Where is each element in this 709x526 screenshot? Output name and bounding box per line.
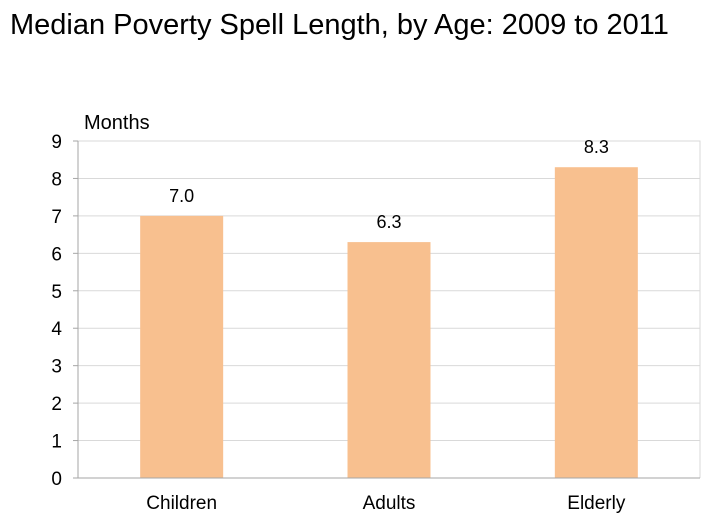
- x-tick-labels-group: Children Adults Elderly: [146, 493, 626, 514]
- y-tick-label: 5: [51, 282, 62, 303]
- bar-elderly: [554, 167, 638, 478]
- axis-group: [73, 140, 700, 479]
- data-label: 8.3: [584, 137, 609, 157]
- x-tick-label: Adults: [363, 493, 416, 514]
- y-tick-label: 3: [51, 357, 62, 378]
- y-tick-label: 7: [51, 207, 62, 228]
- x-tick-label: Elderly: [567, 493, 626, 514]
- data-label: 6.3: [376, 212, 401, 232]
- chart-title: Median Poverty Spell Length, by Age: 200…: [10, 9, 669, 41]
- bar-adults: [347, 242, 431, 478]
- bar-children: [140, 215, 224, 478]
- bars-group: [140, 167, 638, 478]
- y-tick-label: 2: [51, 394, 62, 415]
- y-tick-label: 1: [51, 432, 62, 453]
- y-tick-label: 0: [51, 469, 62, 490]
- y-axis-unit-label: Months: [84, 112, 150, 134]
- y-tick-labels-group: 0 1 2 3 4 5 6 7 8 9: [51, 132, 62, 490]
- x-tick-label: Children: [146, 493, 217, 514]
- data-label: 7.0: [169, 186, 194, 206]
- data-labels-group: 7.0 6.3 8.3: [169, 137, 609, 232]
- y-tick-label: 4: [51, 319, 62, 340]
- y-tick-label: 8: [51, 169, 62, 190]
- y-tick-label: 9: [51, 132, 62, 153]
- y-tick-label: 6: [51, 244, 62, 265]
